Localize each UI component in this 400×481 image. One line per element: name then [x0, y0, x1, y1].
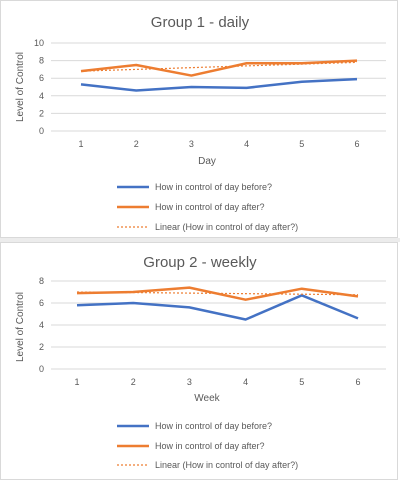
x-tick-label: 4	[243, 377, 248, 387]
chart-title: Group 2 - weekly	[143, 254, 257, 271]
y-tick-label: 10	[34, 38, 44, 48]
series-line-before	[81, 79, 357, 90]
y-tick-label: 4	[39, 320, 44, 330]
x-tick-label: 6	[355, 377, 360, 387]
x-tick-label: 1	[74, 377, 79, 387]
legend-label-before: How in control of day before?	[155, 182, 272, 192]
y-axis-label: Level of Control	[15, 52, 26, 122]
series-line-after	[81, 61, 357, 76]
chart-group-2-weekly: Group 2 - weekly Week Level of Control H…	[1, 243, 399, 481]
legend-label-linear: Linear (How in control of day after?)	[155, 460, 298, 470]
x-tick-label: 3	[187, 377, 192, 387]
y-tick-label: 2	[39, 108, 44, 118]
x-tick-label: 3	[189, 139, 194, 149]
x-tick-label: 5	[299, 377, 304, 387]
legend-label-after: How in control of day after?	[155, 441, 265, 451]
x-tick-label: 2	[131, 377, 136, 387]
chart-panel-group-1: Group 1 - daily Day Level of Control How…	[0, 0, 398, 238]
y-tick-label: 4	[39, 91, 44, 101]
x-tick-label: 1	[78, 139, 83, 149]
y-tick-label: 6	[39, 298, 44, 308]
x-tick-label: 6	[354, 139, 359, 149]
y-tick-label: 8	[39, 56, 44, 66]
y-tick-label: 2	[39, 342, 44, 352]
legend-label-linear: Linear (How in control of day after?)	[155, 222, 298, 232]
chart-title: Group 1 - daily	[151, 14, 250, 31]
chart-panel-group-2: Group 2 - weekly Week Level of Control H…	[0, 242, 398, 480]
y-tick-label: 0	[39, 126, 44, 136]
series-line-before	[77, 295, 358, 319]
y-axis-label: Level of Control	[15, 292, 26, 362]
legend-label-after: How in control of day after?	[155, 202, 265, 212]
legend-label-before: How in control of day before?	[155, 421, 272, 431]
y-tick-label: 6	[39, 73, 44, 83]
y-tick-label: 0	[39, 364, 44, 374]
x-axis-label: Day	[198, 156, 216, 167]
x-axis-label: Week	[194, 393, 220, 404]
y-tick-label: 8	[39, 276, 44, 286]
x-tick-label: 5	[299, 139, 304, 149]
x-tick-label: 2	[134, 139, 139, 149]
chart-group-1-daily: Group 1 - daily Day Level of Control How…	[1, 1, 399, 239]
x-tick-label: 4	[244, 139, 249, 149]
